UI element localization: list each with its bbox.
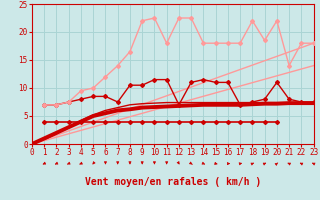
X-axis label: Vent moyen/en rafales ( km/h ): Vent moyen/en rafales ( km/h ): [85, 177, 261, 187]
